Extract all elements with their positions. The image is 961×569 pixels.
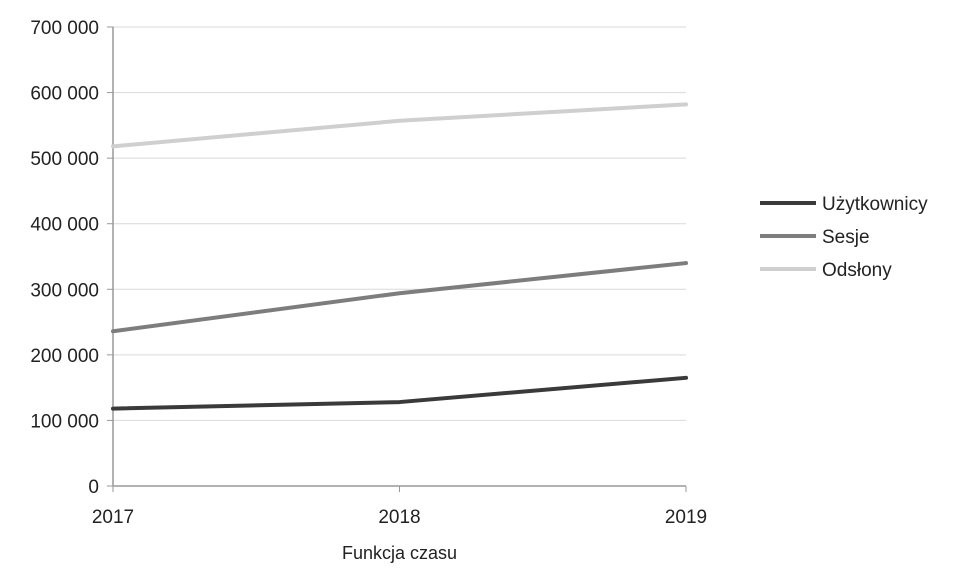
y-tick-label: 100 000 — [30, 411, 99, 432]
series-line-0 — [111, 375, 688, 411]
series-lines — [111, 102, 688, 411]
x-tick-label: 2019 — [665, 507, 707, 528]
grid-lines — [113, 26, 686, 421]
legend: Użytkownicy Sesje Odsłony — [760, 194, 928, 281]
axes — [112, 27, 686, 487]
y-tick-label: 200 000 — [30, 346, 99, 367]
y-tick-label: 300 000 — [30, 280, 99, 301]
y-tick-label: 700 000 — [30, 18, 99, 39]
series-line-2 — [111, 102, 688, 149]
y-tick-labels: 0 100 000 200 000 300 000 400 000 500 000 600 … — [30, 18, 113, 498]
legend-label: Odsłony — [822, 260, 892, 281]
x-tick-label: 2017 — [92, 507, 134, 528]
y-tick-label: 500 000 — [30, 149, 99, 170]
x-axis-title: Funkcja czasu — [342, 543, 457, 563]
x-tick-label: 2018 — [378, 507, 420, 528]
y-tick-label: 0 — [88, 477, 99, 498]
legend-label: Sesje — [822, 227, 870, 248]
x-tick-labels: 2017 2018 2019 — [92, 486, 707, 528]
series-line-1 — [111, 261, 688, 334]
legend-label: Użytkownicy — [822, 194, 928, 215]
y-tick-label: 600 000 — [30, 84, 99, 105]
y-tick-label: 400 000 — [30, 215, 99, 236]
